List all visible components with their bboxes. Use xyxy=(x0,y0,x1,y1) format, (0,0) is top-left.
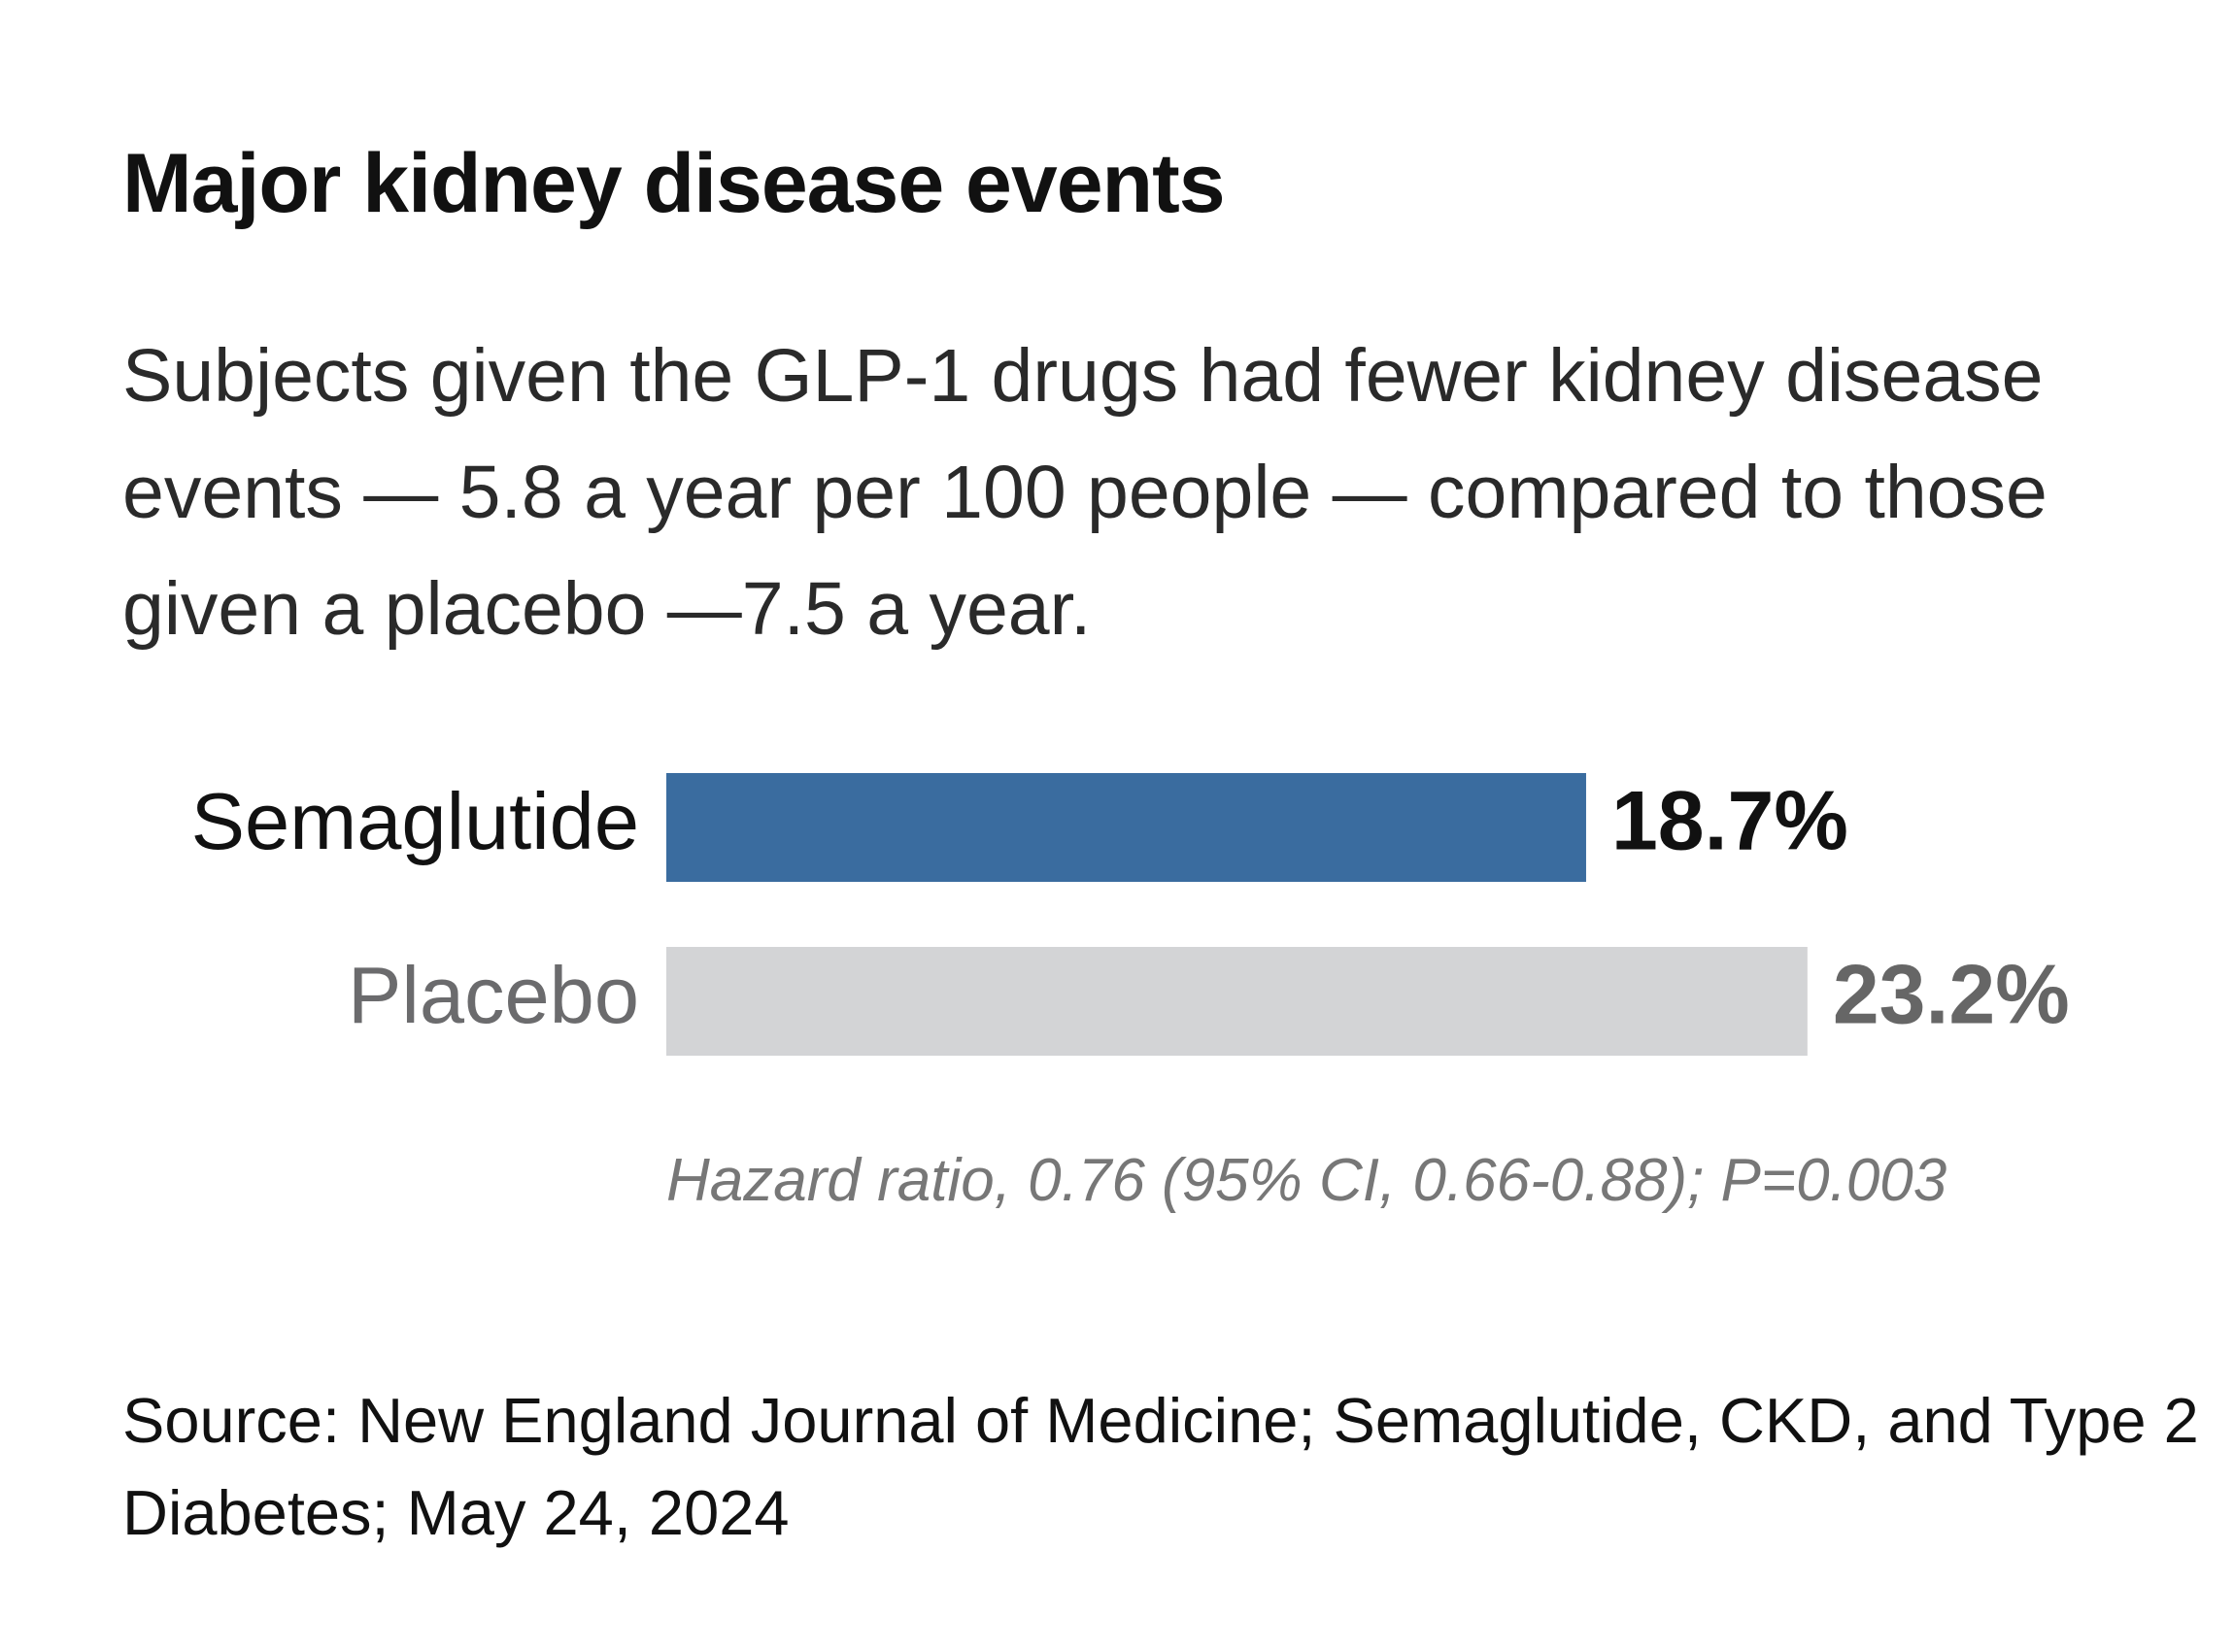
bar xyxy=(666,947,1808,1056)
category-label: Placebo xyxy=(348,950,639,1040)
source-note: Source: New England Journal of Medicine;… xyxy=(122,1385,2199,1548)
chart-subtitle: Subjects given the GLP-1 drugs had fewer… xyxy=(122,334,2048,651)
value-label: 23.2% xyxy=(1833,949,2070,1042)
value-label: 18.7% xyxy=(1611,775,1848,868)
category-label: Semaglutide xyxy=(191,776,639,866)
chart-title: Major kidney disease events xyxy=(122,137,1226,230)
chart-note: Hazard ratio, 0.76 (95% CI, 0.66-0.88); … xyxy=(666,1147,1947,1214)
bar xyxy=(666,773,1586,882)
